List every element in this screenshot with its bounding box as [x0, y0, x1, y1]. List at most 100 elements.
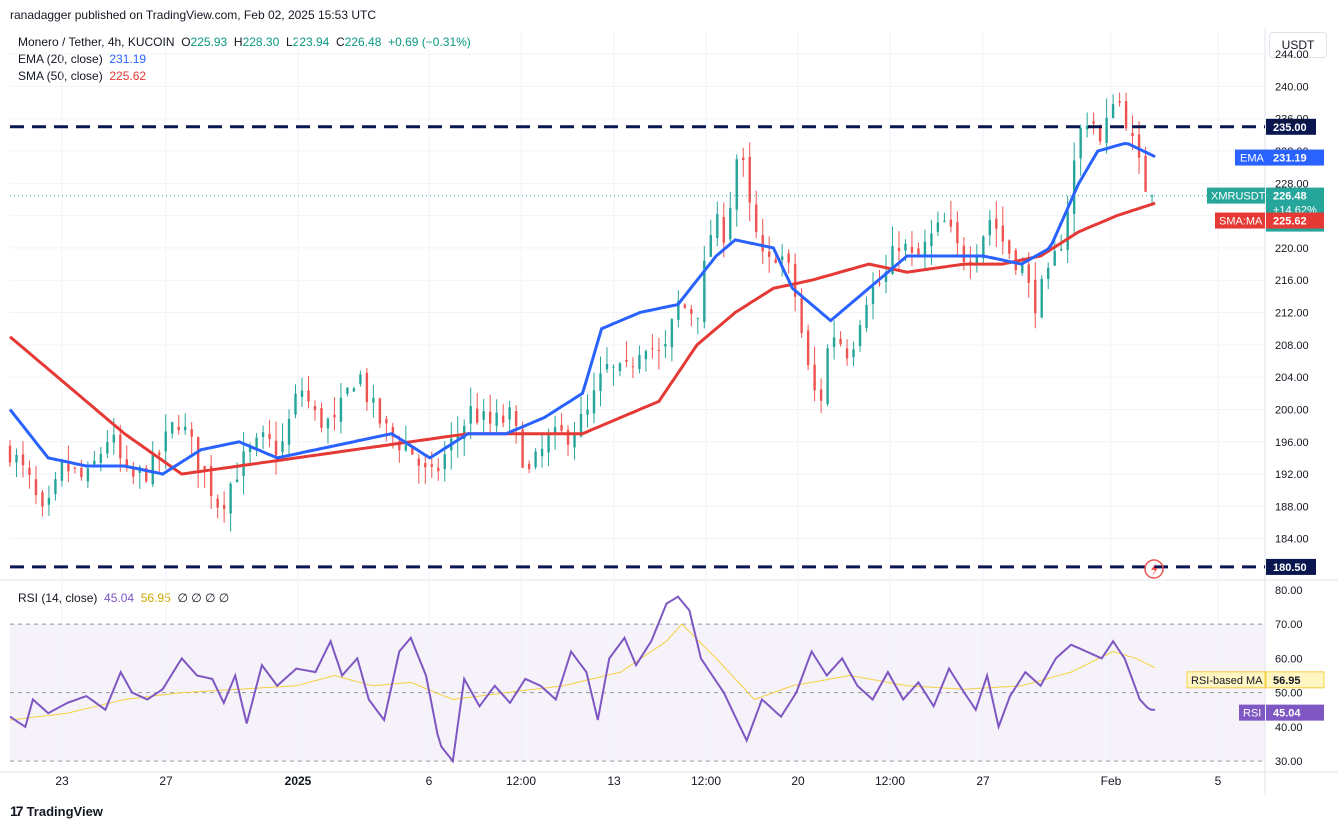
currency-unit-button[interactable]: USDT — [1269, 32, 1327, 58]
candle-body — [612, 366, 615, 368]
candle-body — [443, 454, 446, 470]
ema-value-tag — [1266, 149, 1324, 166]
candle-body — [852, 349, 855, 358]
candle-body — [547, 435, 550, 453]
ema20-line — [8, 141, 1156, 476]
candle-body — [540, 448, 544, 457]
tradingview-logo[interactable]: 17 TradingView — [10, 803, 103, 819]
ema-tag — [1235, 149, 1267, 166]
candle-body — [709, 235, 712, 257]
candle-body — [8, 445, 12, 463]
symbol-label: Monero / Tether, 4h, KUCOIN — [18, 35, 175, 49]
candle-body — [904, 243, 907, 251]
high-value: 228.30 — [242, 35, 280, 49]
ema-legend: EMA (20, close) 231.19 — [18, 52, 146, 66]
lightning-icon-bolt — [1151, 563, 1158, 576]
x-tick-label: 5 — [1215, 774, 1222, 788]
candle-body — [975, 256, 979, 265]
x-tick-label: 27 — [976, 774, 990, 788]
candle-body — [767, 251, 771, 257]
close-label: C — [336, 35, 345, 49]
candle-body — [255, 437, 258, 449]
candle-body — [1131, 132, 1134, 136]
x-tick-label: 27 — [159, 774, 173, 788]
candle-body — [742, 157, 745, 161]
candle-body — [884, 271, 888, 283]
candle-body — [644, 351, 648, 360]
candle-body — [469, 406, 472, 424]
candle-body — [404, 444, 408, 451]
x-tick-label: 12:00 — [691, 774, 721, 788]
last-price-change: +14.62% — [1273, 205, 1317, 217]
candle-body — [307, 390, 310, 402]
close-value: 226.48 — [344, 35, 382, 49]
candle-body — [501, 415, 505, 423]
candle-body — [638, 354, 641, 369]
sma-tag-label: SMA:MA — [1219, 216, 1263, 228]
low-label: L — [285, 35, 293, 49]
candle-body — [229, 483, 232, 514]
candle-body — [508, 407, 511, 420]
last-price-tag — [1266, 187, 1324, 232]
rsi-ma-tag-label: RSI-based MA — [1191, 675, 1263, 687]
candle-body — [988, 219, 992, 236]
candle-body — [651, 348, 654, 350]
candle-body — [735, 159, 738, 210]
candle-body — [878, 283, 881, 285]
candle-body — [696, 317, 700, 319]
candle-body — [761, 235, 764, 252]
level-tag-label: 235.00 — [1273, 122, 1307, 134]
sma-legend-value: 225.62 — [109, 69, 147, 83]
candle-body — [1085, 125, 1089, 130]
sma-legend: SMA (50, close) 225.62 — [18, 69, 146, 83]
candle-body — [839, 338, 842, 345]
candle-body — [729, 207, 732, 240]
candle-body — [222, 504, 226, 510]
y-tick-label: 232.00 — [1275, 146, 1309, 158]
candle-body — [1008, 240, 1011, 254]
candle-body — [132, 468, 135, 477]
candle-body — [774, 259, 777, 263]
candle-body — [190, 429, 193, 437]
y-tick-label: 216.00 — [1275, 275, 1309, 287]
sma-value-label: 225.62 — [1273, 216, 1307, 228]
candle-body — [553, 427, 557, 435]
candle-body — [949, 219, 953, 227]
ema-value-label: 231.19 — [1273, 153, 1307, 165]
candle-body — [566, 429, 570, 445]
rsi-band-fill — [10, 624, 1265, 762]
rsi-tick-label: 30.00 — [1275, 756, 1303, 768]
candle-body — [151, 453, 154, 485]
candle-body — [248, 447, 252, 453]
candle-body — [164, 431, 167, 452]
x-tick-label: 13 — [607, 774, 621, 788]
x-tick-label: 2025 — [285, 774, 312, 788]
candle-body — [1040, 278, 1043, 318]
candle-body — [748, 157, 751, 203]
candle-body — [1150, 195, 1154, 197]
candle-body — [21, 454, 25, 466]
candle-body — [917, 248, 920, 256]
level-tag-label: 180.50 — [1273, 562, 1307, 574]
candle-body — [437, 467, 440, 472]
candle-body — [891, 245, 894, 275]
candle-body — [845, 348, 849, 359]
rsi-ma-value-tag — [1265, 671, 1325, 689]
y-tick-label: 240.00 — [1275, 81, 1309, 93]
candle-body — [209, 465, 213, 496]
candle-body — [703, 260, 706, 323]
candle-body — [320, 408, 323, 428]
candle-body — [378, 398, 382, 424]
rsi-line — [9, 595, 1156, 764]
candle-body — [618, 363, 622, 372]
candle-body — [910, 246, 914, 253]
x-tick-label: 12:00 — [506, 774, 536, 788]
candle-body — [1098, 127, 1102, 142]
candle-body — [962, 245, 966, 262]
y-tick-label: 220.00 — [1275, 243, 1309, 255]
x-tick-label: 6 — [426, 774, 433, 788]
symbol-tag — [1207, 187, 1265, 204]
candle-body — [936, 222, 940, 232]
candle-body — [372, 397, 375, 403]
candle-body — [664, 344, 667, 347]
